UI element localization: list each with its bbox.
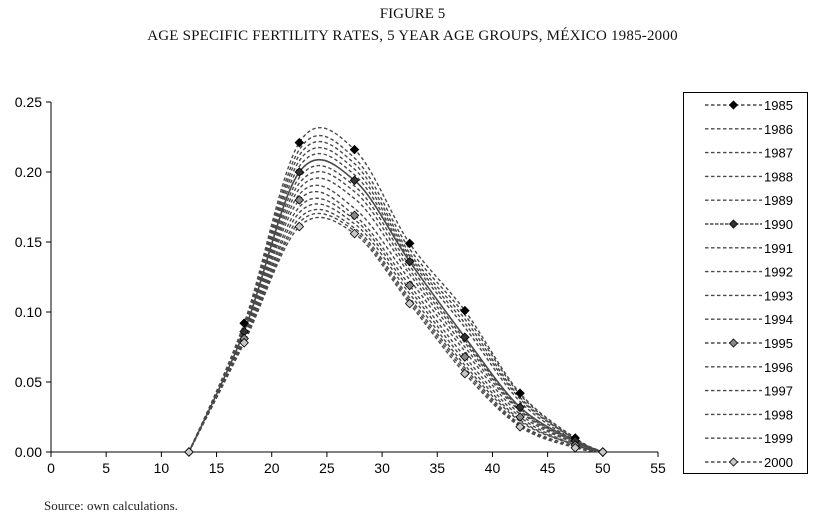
series-line-1987 bbox=[188, 140, 604, 453]
data-point-2000 bbox=[460, 368, 470, 379]
x-tick-label: 35 bbox=[429, 460, 445, 476]
legend-label-1997: 1997 bbox=[764, 384, 793, 399]
data-point-1985 bbox=[515, 388, 525, 398]
y-tick-label: 0.00 bbox=[15, 444, 42, 460]
legend-label-1989: 1989 bbox=[764, 193, 793, 208]
legend-label-1993: 1993 bbox=[764, 288, 793, 303]
series-line-1986 bbox=[188, 134, 604, 453]
legend-label-1996: 1996 bbox=[764, 360, 793, 375]
figure-number: FIGURE 5 bbox=[379, 6, 446, 22]
data-point-2000 bbox=[294, 221, 305, 232]
data-point-1985 bbox=[460, 305, 470, 316]
data-point-2000 bbox=[570, 443, 580, 453]
x-tick-label: 5 bbox=[102, 460, 110, 476]
series-line-1989 bbox=[188, 153, 604, 453]
data-point-1985 bbox=[349, 144, 360, 155]
data-point-2000 bbox=[239, 338, 249, 348]
legend-label-1995: 1995 bbox=[764, 336, 793, 351]
data-point-2000 bbox=[349, 228, 360, 239]
x-tick-label: 25 bbox=[319, 460, 335, 476]
x-tick-label: 15 bbox=[209, 460, 225, 476]
legend-label-1988: 1988 bbox=[764, 169, 793, 184]
legend-label-1990: 1990 bbox=[764, 217, 793, 232]
data-point-1995 bbox=[349, 210, 360, 221]
data-point-1990 bbox=[294, 167, 305, 177]
data-point-1985 bbox=[294, 137, 305, 148]
legend-label-2000: 2000 bbox=[764, 455, 793, 470]
data-point-1990 bbox=[515, 402, 525, 412]
legend-label-1991: 1991 bbox=[764, 241, 793, 256]
series-markers bbox=[184, 137, 608, 457]
legend-label-1994: 1994 bbox=[764, 312, 793, 327]
series-line-1995 bbox=[188, 191, 603, 453]
legend-marker-1985 bbox=[728, 100, 739, 110]
data-point-1995 bbox=[294, 195, 305, 205]
x-tick-label: 10 bbox=[154, 460, 170, 476]
data-point-1990 bbox=[460, 332, 470, 342]
legend-label-1986: 1986 bbox=[764, 122, 793, 137]
series-line-1998 bbox=[188, 208, 603, 453]
data-point-2000 bbox=[184, 447, 194, 457]
legend-label-1999: 1999 bbox=[764, 431, 793, 446]
x-tick-label: 45 bbox=[540, 460, 556, 476]
chart-legend: 1985 1986 1987 1988 1989 1990 1991 1992 1993 1994… bbox=[683, 92, 808, 474]
legend-label-1985: 1985 bbox=[764, 98, 793, 113]
series-line-1993 bbox=[188, 177, 604, 453]
figure-title: AGE SPECIFIC FERTILITY RATES, 5 YEAR AGE… bbox=[147, 28, 678, 44]
x-tick-label: 50 bbox=[595, 460, 611, 476]
chart-axes: 0.00 0.05 0.10 0.15 0.20 0.25 0 5 10 15 20 25 30 35 40… bbox=[15, 94, 666, 476]
source-note: Source: own calculations. bbox=[44, 498, 178, 513]
y-tick-label: 0.05 bbox=[15, 374, 42, 390]
legend-box bbox=[683, 92, 808, 474]
x-tick-label: 55 bbox=[650, 460, 666, 476]
x-tick-label: 20 bbox=[264, 460, 280, 476]
y-tick-label: 0.20 bbox=[15, 164, 42, 180]
legend-label-1998: 1998 bbox=[764, 407, 793, 422]
data-point-2000 bbox=[598, 447, 608, 457]
x-tick-label: 30 bbox=[374, 460, 390, 476]
series-lines bbox=[188, 127, 604, 453]
data-point-1990 bbox=[349, 175, 360, 186]
legend-label-1992: 1992 bbox=[764, 265, 793, 280]
data-point-2000 bbox=[404, 298, 415, 309]
data-point-1995 bbox=[404, 280, 415, 291]
legend-marker-2000 bbox=[728, 457, 739, 467]
series-line-2000 bbox=[188, 216, 603, 453]
series-line-1992 bbox=[188, 170, 604, 453]
data-point-1995 bbox=[460, 352, 470, 362]
series-line-1999 bbox=[188, 212, 603, 453]
series-line-1988 bbox=[188, 146, 604, 453]
x-tick-label: 40 bbox=[485, 460, 501, 476]
data-point-1985 bbox=[404, 238, 415, 249]
series-line-1990 bbox=[188, 158, 604, 453]
series-line-1985 bbox=[188, 127, 604, 453]
data-point-2000 bbox=[515, 422, 525, 432]
data-point-1990 bbox=[404, 256, 415, 267]
legend-label-1987: 1987 bbox=[764, 146, 793, 161]
x-tick-label: 0 bbox=[47, 460, 55, 476]
y-tick-label: 0.25 bbox=[15, 94, 42, 110]
series-line-1996 bbox=[188, 197, 603, 453]
y-tick-label: 0.10 bbox=[15, 304, 42, 320]
legend-marker-1995 bbox=[728, 338, 739, 348]
data-point-1995 bbox=[515, 412, 525, 422]
legend-marker-1990 bbox=[728, 219, 739, 229]
y-tick-label: 0.15 bbox=[15, 234, 42, 250]
